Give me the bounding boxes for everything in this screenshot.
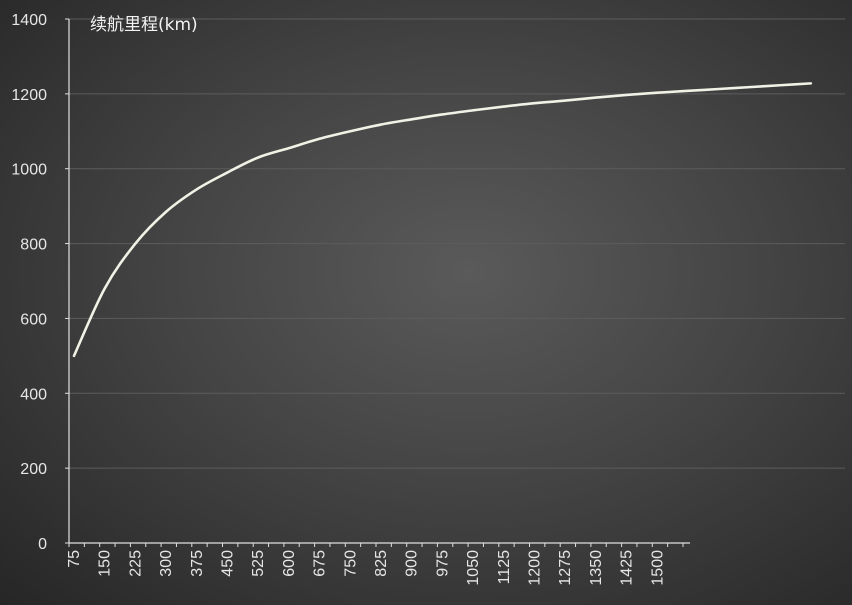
x-tick-labels: 75 150 225 300 375 450 525 600 675 750 825 900 975 10…	[66, 550, 666, 586]
x-tick-label: 75	[66, 550, 83, 568]
x-tick-label: 600	[281, 550, 298, 577]
x-tick-label: 1200	[527, 550, 544, 586]
series	[72, 82, 813, 358]
x-tick-label: 900	[404, 550, 421, 577]
axes	[65, 18, 690, 547]
series-line-0	[72, 82, 813, 358]
x-tick-label: 675	[312, 550, 329, 577]
y-tick-label: 600	[20, 311, 47, 328]
y-tick-label: 800	[20, 237, 47, 254]
y-tick-label: 1400	[11, 12, 47, 29]
x-tick-label: 525	[250, 550, 267, 577]
x-tick-label: 375	[189, 550, 206, 577]
y-tick-labels: 0 200 400 600 800 1000 1200 1400	[11, 12, 47, 553]
x-tick-label: 975	[434, 550, 451, 577]
x-tick-label: 150	[97, 550, 114, 577]
x-tick-label: 450	[220, 550, 237, 577]
x-tick-label: 1125	[496, 550, 513, 585]
gridlines	[69, 18, 845, 469]
y-tick-label: 1200	[11, 87, 47, 104]
chart-title: 续航里程(km)	[90, 15, 198, 35]
y-tick-label: 400	[20, 386, 47, 403]
x-tick-label: 1050	[465, 550, 482, 586]
y-tick-label: 1000	[11, 162, 47, 179]
x-tick-label: 1350	[588, 550, 605, 586]
x-tick-label: 225	[127, 550, 144, 577]
x-tick-label: 1500	[649, 550, 666, 586]
x-tick-label: 300	[158, 550, 175, 577]
x-tick-label: 1275	[557, 550, 574, 586]
y-tick-label: 0	[38, 536, 47, 553]
x-tick-label: 1425	[619, 550, 636, 586]
y-tick-label: 200	[20, 461, 47, 478]
x-tick-label: 825	[373, 550, 390, 577]
x-tick-label: 750	[342, 550, 359, 577]
